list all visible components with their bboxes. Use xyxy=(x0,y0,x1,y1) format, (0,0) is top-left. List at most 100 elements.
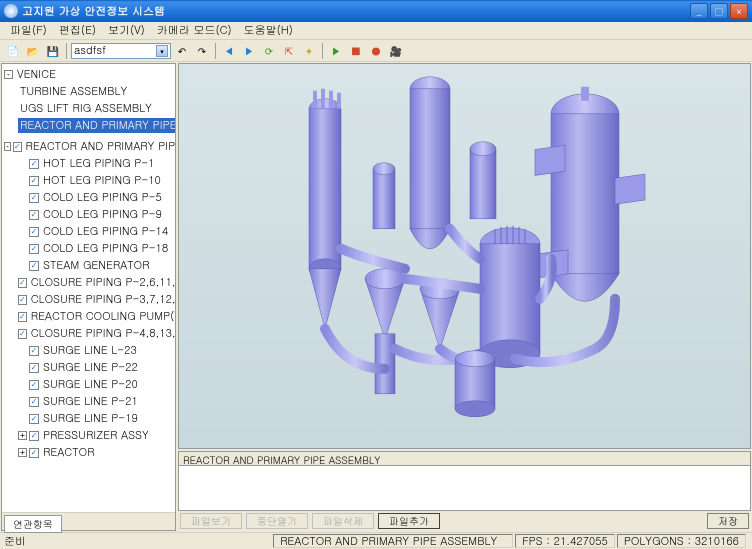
checkbox-icon[interactable]: ✓ xyxy=(18,295,27,305)
record-icon[interactable]: ● xyxy=(367,42,385,60)
menu-camera[interactable]: 카메라 모드(C) xyxy=(151,21,238,40)
open-icon[interactable]: 📂 xyxy=(24,42,42,60)
collapse-icon[interactable]: - xyxy=(4,70,13,79)
expand-icon[interactable]: + xyxy=(18,431,27,440)
tree-item[interactable]: ✓COLD LEG PIPING P-9 xyxy=(4,206,173,223)
tree-label: HOT LEG PIPING P-10 xyxy=(41,173,163,188)
collapse-icon[interactable]: - xyxy=(4,142,11,151)
window-title: 고지원 가상 안전정보 시스템 xyxy=(22,4,690,19)
nav-home-icon[interactable]: ⇱ xyxy=(280,42,298,60)
redo-icon[interactable]: ↷ xyxy=(193,42,211,60)
status-ready: 준비 xyxy=(4,534,26,549)
tree-label: SURGE LINE P-22 xyxy=(41,360,140,375)
nav-star-icon[interactable]: ✦ xyxy=(300,42,318,60)
tree-item[interactable]: ✓STEAM GENERATOR xyxy=(4,257,173,274)
description-text[interactable] xyxy=(178,465,751,511)
close-button[interactable]: × xyxy=(730,3,748,19)
tree-item[interactable]: ✓CLOSURE PIPING P-4,8,13,17 ELBOWS xyxy=(4,325,173,342)
tree-item[interactable]: ✓SURGE LINE P-21 xyxy=(4,393,173,410)
sidebar: - VENICE TURBINE ASSEMBLY UGS LIFT RIG A… xyxy=(1,63,176,531)
tree-item[interactable]: TURBINE ASSEMBLY xyxy=(4,83,173,100)
tree-item[interactable]: ✓SURGE LINE P-20 xyxy=(4,376,173,393)
name-combo[interactable]: asdfsf ▾ xyxy=(71,43,171,59)
save-button[interactable]: 저장 xyxy=(707,513,749,529)
camera-icon[interactable]: 🎥 xyxy=(387,42,405,60)
reactor-model xyxy=(255,69,675,429)
checkbox-icon[interactable]: ✓ xyxy=(18,312,27,322)
file-add-button[interactable]: 파일추가 xyxy=(378,513,440,529)
menu-file[interactable]: 파일(F) xyxy=(4,21,53,40)
tree-item[interactable]: ✓HOT LEG PIPING P-1 xyxy=(4,155,173,172)
checkbox-icon[interactable]: ✓ xyxy=(13,142,22,152)
toolbar-separator xyxy=(66,43,67,59)
tree-root[interactable]: - VENICE xyxy=(4,66,173,83)
tree-item[interactable]: ✓COLD LEG PIPING P-18 xyxy=(4,240,173,257)
toolbar-separator xyxy=(215,43,216,59)
status-selection: REACTOR AND PRIMARY PIPE ASSEMBLY xyxy=(273,534,513,548)
tree-item[interactable]: UGS LIFT RIG ASSEMBLY xyxy=(4,100,173,117)
checkbox-icon[interactable]: ✓ xyxy=(29,431,39,441)
chevron-down-icon[interactable]: ▾ xyxy=(156,45,168,57)
checkbox-icon[interactable]: ✓ xyxy=(29,227,39,237)
titlebar: 고지원 가상 안전정보 시스템 _ □ × xyxy=(0,0,752,22)
tree-label: COLD LEG PIPING P-14 xyxy=(41,224,170,239)
new-icon[interactable]: 📄 xyxy=(4,42,22,60)
description-panel: REACTOR AND PRIMARY PIPE ASSEMBLY 파일보기 중… xyxy=(178,451,751,531)
menu-view[interactable]: 보기(V) xyxy=(102,21,151,40)
minimize-button[interactable]: _ xyxy=(690,3,708,19)
tree-item[interactable]: ✓HOT LEG PIPING P-10 xyxy=(4,172,173,189)
description-title: REACTOR AND PRIMARY PIPE ASSEMBLY xyxy=(178,451,751,465)
save-icon[interactable]: 💾 xyxy=(44,42,62,60)
file-delete-button[interactable]: 파일삭제 xyxy=(312,513,374,529)
nav-prev-icon[interactable]: ◀ xyxy=(220,42,238,60)
menu-edit[interactable]: 편집(E) xyxy=(53,21,102,40)
checkbox-icon[interactable]: ✓ xyxy=(29,210,39,220)
tree-label: REACTOR AND PRIMARY PIPE ASSEMBLY xyxy=(24,139,175,154)
checkbox-icon[interactable]: ✓ xyxy=(29,244,39,254)
checkbox-icon[interactable]: ✓ xyxy=(29,414,39,424)
nav-refresh-icon[interactable]: ⟳ xyxy=(260,42,278,60)
tree-item[interactable]: +✓REACTOR xyxy=(4,444,173,461)
tree-item[interactable]: ✓COLD LEG PIPING P-5 xyxy=(4,189,173,206)
status-fps: FPS : 21.427055 xyxy=(515,534,615,548)
checkbox-icon[interactable]: ✓ xyxy=(18,329,27,339)
maximize-button[interactable]: □ xyxy=(710,3,728,19)
checkbox-icon[interactable]: ✓ xyxy=(29,363,39,373)
3d-viewport[interactable] xyxy=(178,63,751,449)
stop-icon[interactable]: ■ xyxy=(347,42,365,60)
tree-label: PRESSURIZER ASSY xyxy=(41,428,151,443)
checkbox-icon[interactable]: ✓ xyxy=(29,448,39,458)
tab-related[interactable]: 연관항목 xyxy=(4,515,62,533)
tree-group[interactable]: - ✓ REACTOR AND PRIMARY PIPE ASSEMBLY xyxy=(4,138,173,155)
undo-icon[interactable]: ↶ xyxy=(173,42,191,60)
tree-item[interactable]: +✓PRESSURIZER ASSY xyxy=(4,427,173,444)
menu-help[interactable]: 도움말(H) xyxy=(238,21,299,40)
app-icon xyxy=(4,4,18,18)
tree-item[interactable]: ✓COLD LEG PIPING P-14 xyxy=(4,223,173,240)
checkbox-icon[interactable]: ✓ xyxy=(18,278,27,288)
checkbox-icon[interactable]: ✓ xyxy=(29,261,39,271)
tree-view[interactable]: - VENICE TURBINE ASSEMBLY UGS LIFT RIG A… xyxy=(2,64,175,512)
expand-icon[interactable]: + xyxy=(18,448,27,457)
tree-label: HOT LEG PIPING P-1 xyxy=(41,156,157,171)
tree-item[interactable]: ✓CLOSURE PIPING P-2,6,11,15 xyxy=(4,274,173,291)
checkbox-icon[interactable]: ✓ xyxy=(29,193,39,203)
tree-label: CLOSURE PIPING P-3,7,12,16 xyxy=(29,292,175,307)
file-view-button[interactable]: 파일보기 xyxy=(180,513,242,529)
checkbox-icon[interactable]: ✓ xyxy=(29,380,39,390)
checkbox-icon[interactable]: ✓ xyxy=(29,176,39,186)
tree-item-selected[interactable]: REACTOR AND PRIMARY PIPE ASSEMBLY xyxy=(4,117,173,134)
play-icon[interactable]: ▶ xyxy=(327,42,345,60)
tree-item[interactable]: ✓SURGE LINE L-23 xyxy=(4,342,173,359)
tree-item[interactable]: ✓SURGE LINE P-19 xyxy=(4,410,173,427)
tree-item[interactable]: ✓SURGE LINE P-22 xyxy=(4,359,173,376)
tree-item[interactable]: ✓REACTOR COOLING PUMP(RCP) xyxy=(4,308,173,325)
nav-next-icon[interactable]: ▶ xyxy=(240,42,258,60)
checkbox-icon[interactable]: ✓ xyxy=(29,346,39,356)
checkbox-icon[interactable]: ✓ xyxy=(29,159,39,169)
checkbox-icon[interactable]: ✓ xyxy=(29,397,39,407)
status-polygons: POLYGONS : 3210166 xyxy=(617,534,746,548)
group-open-button[interactable]: 중단열기 xyxy=(246,513,308,529)
tree-item[interactable]: ✓CLOSURE PIPING P-3,7,12,16 xyxy=(4,291,173,308)
tree-label: COLD LEG PIPING P-5 xyxy=(41,190,164,205)
